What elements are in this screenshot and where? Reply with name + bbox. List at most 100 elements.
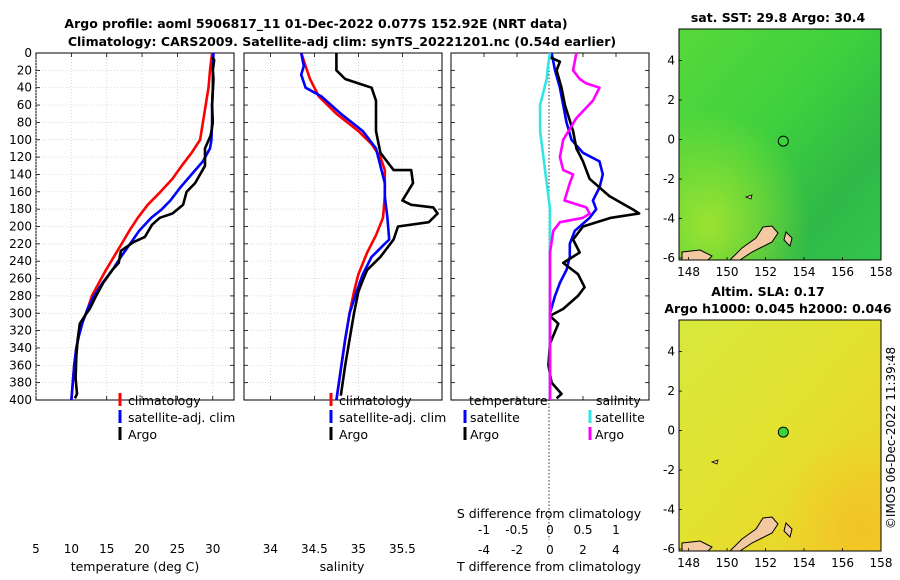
y-tick-label: 40 [17,81,32,95]
map-y-tick-label: -6 [663,542,675,556]
y-tick-label: 260 [9,272,32,286]
legend-satellite-label: satellite-adj. clim [128,410,235,425]
map-y-tick-label: 4 [667,345,675,359]
map-x-tick-label: 158 [870,556,893,570]
series-line-satellite-adj-clim [299,53,391,400]
x2-tick-label: -0.5 [505,523,528,537]
sst-map-frame [678,28,882,261]
sla-land-islet [710,459,719,465]
legend-temperature-header: temperature [469,393,548,408]
y-tick-label: 120 [9,150,32,164]
s-difference-xlabel: S difference from climatology [457,506,642,521]
map-y-tick-label: 4 [667,54,675,68]
y-tick-label: 80 [17,115,32,129]
x2-tick-label: 0.5 [573,523,592,537]
sla-map-frame [678,319,882,552]
map-x-tick-label: 152 [754,265,777,279]
difference-ticks: -4 -2 0 2 4 -1 -0.5 0 0.5 1 [451,52,649,557]
series-line-satellite-temperature- [548,53,605,400]
map-x-tick-label: 150 [716,556,739,570]
sla-land-island [783,522,793,538]
x2-tick-label: 0 [546,523,554,537]
y-tick-label: 200 [9,220,32,234]
salinity-legend: climatology satellite-adj. clim Argo [329,393,446,442]
x-tick-label: 30 [205,542,220,556]
sst-land-island [783,231,793,247]
sst-land-newguinea [681,249,713,261]
x-tick-label: 25 [170,542,185,556]
temperature-legend: climatology satellite-adj. clim Argo [118,393,235,442]
map-y-tick-label: -2 [663,463,675,477]
y-tick-label: 220 [9,237,32,251]
x-tick-label: 34.5 [301,542,328,556]
x-tick-label: 35 [351,542,366,556]
legend-salinity-header: salinity [596,393,641,408]
x-tick-label: 5 [32,542,40,556]
y-tick-label: 360 [9,358,32,372]
sst-argo-location-marker [777,135,789,147]
x-tick-label: 2 [579,543,587,557]
figure-title-line1: Argo profile: aoml 5906817_11 01-Dec-202… [64,16,567,32]
series-line-argo [335,53,439,396]
sla-map: 148 150 152 154 156 158 4 2 0 -2 -4 -6 [663,319,893,570]
legend-satellite-label: satellite-adj. clim [339,410,446,425]
copyright-stamp: ©IMOS 06-Dec-2022 11:39:48 [884,347,898,529]
sst-land-islet [744,194,753,200]
map-y-tick-label: -4 [663,212,675,226]
map-x-tick-label: 154 [793,265,816,279]
salinity-series [299,53,439,400]
map-x-tick-label: 148 [677,556,700,570]
temperature-ticks: 0 20 40 60 80 100 120 140 160 180 200 220 240 260 280 3… [9,46,234,556]
legend-temp-argo-label: Argo [470,427,499,442]
y-tick-label: 160 [9,185,32,199]
series-line-argo-salinity- [548,53,601,400]
legend-temp-satellite-label: satellite [470,410,520,425]
y-tick-label: 300 [9,306,32,320]
map-y-tick-label: -6 [663,251,675,265]
y-tick-label: 280 [9,289,32,303]
y-tick-label: 140 [9,167,32,181]
t-difference-xlabel: T difference from climatology [456,559,642,574]
x-tick-label: -4 [478,543,490,557]
x-tick-label: 4 [612,543,620,557]
legend-argo-label: Argo [128,427,157,442]
x-tick-label: -2 [511,543,523,557]
x2-tick-label: 1 [612,523,620,537]
map-x-tick-label: 158 [870,265,893,279]
map-y-tick-label: 0 [667,424,675,438]
difference-panel: -4 -2 0 2 4 -1 -0.5 0 0.5 1 temperature satellite… [450,52,650,574]
map-x-tick-label: 148 [677,265,700,279]
map-x-tick-label: 154 [793,556,816,570]
sst-map-title: sat. SST: 29.8 Argo: 30.4 [691,10,866,25]
y-tick-label: 100 [9,133,32,147]
series-line-argo [73,56,216,399]
sst-map-ticks: 148 150 152 154 156 158 4 2 0 -2 -4 -6 [663,54,892,279]
y-tick-label: 380 [9,376,32,390]
sla-argo-location-marker [777,426,789,438]
map-x-tick-label: 150 [716,265,739,279]
salinity-xlabel: salinity [320,559,365,574]
x-tick-label: 34 [263,542,278,556]
map-y-tick-label: -2 [663,172,675,186]
temperature-panel: 0 20 40 60 80 100 120 140 160 180 200 220 240 260 280 3… [9,46,235,574]
map-x-tick-label: 152 [754,556,777,570]
legend-sal-satellite-label: satellite [595,410,645,425]
map-y-tick-label: -4 [663,503,675,517]
x-tick-label: 35.5 [389,542,416,556]
salinity-panel: 34 34.5 35 35.5 climatology satellite-adj. … [243,52,446,574]
x-tick-label: 15 [99,542,114,556]
temperature-xlabel: temperature (deg C) [71,559,200,574]
difference-legend: temperature satellite Argo salinity sate… [463,393,645,442]
legend-sal-argo-label: Argo [595,427,624,442]
y-tick-label: 340 [9,341,32,355]
legend-climatology-label: climatology [128,393,201,408]
y-tick-label: 20 [17,63,32,77]
figure-title-line2: Climatology: CARS2009. Satellite-adj cli… [68,34,616,50]
temperature-series [70,53,216,400]
sla-land-newbritain [728,516,779,552]
sst-map: 148 150 152 154 156 158 4 2 0 -2 -4 -6 [663,28,892,279]
map-x-tick-label: 156 [831,556,854,570]
sla-coastline [681,459,793,552]
x2-tick-label: -1 [478,523,490,537]
